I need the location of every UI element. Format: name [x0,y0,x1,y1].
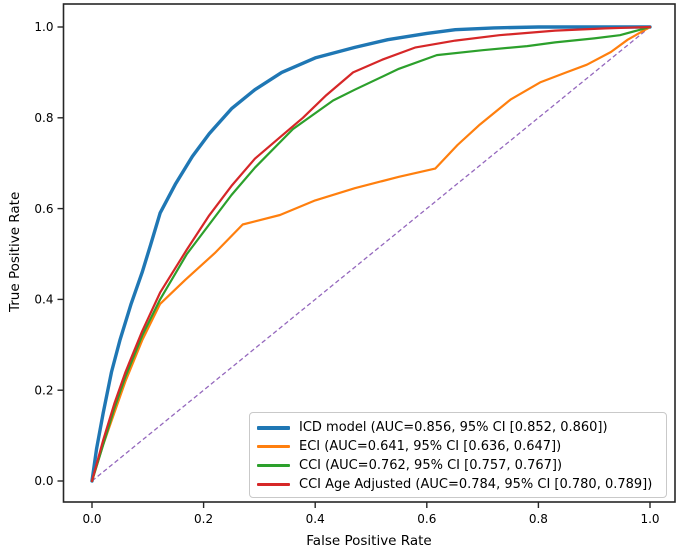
legend-item-icd-model: ICD model (AUC=0.856, 95% CI [0.852, 0.8… [257,418,659,437]
legend-item-cci: CCI (AUC=0.762, 95% CI [0.757, 0.767]) [257,456,659,475]
x-tick-label: 0.8 [529,512,548,526]
x-axis-label: False Positive Rate [306,533,432,549]
legend-line-sample-eci [257,445,290,448]
x-tick-label: 0.6 [417,512,436,526]
chance-diagonal-line [91,26,651,482]
roc-curve-icd-model [90,25,652,483]
legend-label-icd-model: ICD model (AUC=0.856, 95% CI [0.852, 0.8… [299,420,608,435]
y-tick-label: 0.2 [34,383,53,397]
axes-frame [62,3,676,503]
roc-curve-cci-age-adjusted [90,25,652,483]
x-tick-label: 0.0 [82,512,101,526]
y-tick-label: 0.6 [34,202,53,216]
legend-label-eci: ECI (AUC=0.641, 95% CI [0.636, 0.647]) [299,439,562,454]
legend: ICD model (AUC=0.856, 95% CI [0.852, 0.8… [249,412,667,498]
y-tick-label: 0.8 [34,111,53,125]
legend-item-eci: ECI (AUC=0.641, 95% CI [0.636, 0.647]) [257,437,659,456]
roc-curve-eci [90,25,652,483]
legend-line-sample-cci [257,464,290,467]
legend-label-cci: CCI (AUC=0.762, 95% CI [0.757, 0.767]) [299,458,563,473]
legend-line-sample-icd-model [257,425,290,430]
roc-curve-cci [90,25,652,483]
legend-label-cci-age-adjusted: CCI Age Adjusted (AUC=0.784, 95% CI [0.7… [299,477,653,492]
x-tick-label: 1.0 [640,512,659,526]
y-axis-label: True Positive Rate [7,191,23,313]
y-tick-label: 0.4 [34,293,53,307]
y-tick-label: 1.0 [34,20,53,34]
legend-line-sample-cci-age-adjusted [257,483,290,486]
legend-item-cci-age-adjusted: CCI Age Adjusted (AUC=0.784, 95% CI [0.7… [257,475,659,494]
y-tick-label: 0.0 [34,474,53,488]
x-tick-label: 0.4 [306,512,325,526]
x-tick-label: 0.2 [194,512,213,526]
